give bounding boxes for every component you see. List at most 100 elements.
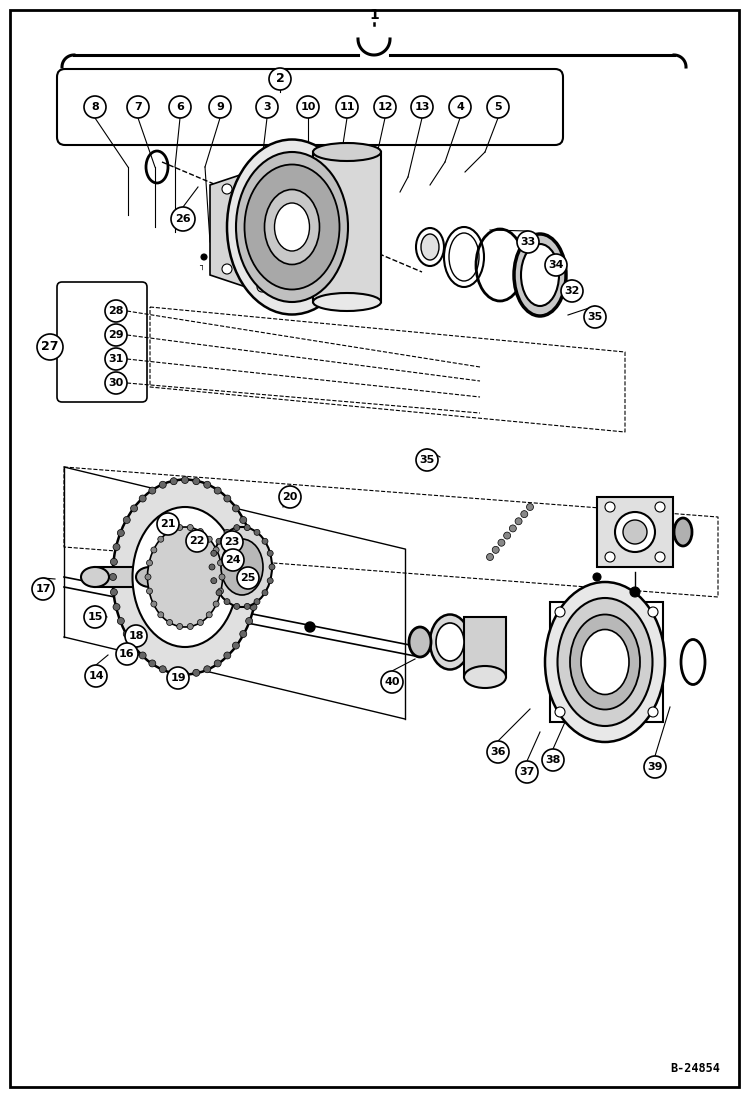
Text: 29: 29 — [108, 330, 124, 340]
Ellipse shape — [236, 152, 348, 302]
Circle shape — [521, 510, 528, 518]
Circle shape — [584, 306, 606, 328]
Ellipse shape — [148, 527, 222, 627]
Ellipse shape — [112, 479, 258, 675]
Circle shape — [85, 665, 107, 687]
Text: 25: 25 — [240, 573, 255, 583]
Circle shape — [210, 578, 216, 584]
Circle shape — [527, 504, 533, 510]
Circle shape — [177, 524, 183, 531]
Circle shape — [555, 607, 565, 617]
Circle shape — [147, 588, 153, 595]
Circle shape — [224, 652, 231, 659]
Text: 38: 38 — [545, 755, 561, 765]
Circle shape — [222, 264, 232, 274]
Circle shape — [240, 517, 246, 523]
Circle shape — [206, 612, 212, 618]
Circle shape — [374, 97, 396, 118]
Circle shape — [381, 671, 403, 693]
Circle shape — [269, 68, 291, 90]
Circle shape — [630, 587, 640, 597]
Circle shape — [492, 546, 500, 553]
Circle shape — [125, 625, 147, 647]
Ellipse shape — [421, 234, 439, 260]
Circle shape — [105, 372, 127, 394]
Circle shape — [105, 299, 127, 323]
Circle shape — [84, 97, 106, 118]
Circle shape — [181, 476, 189, 484]
Text: 11: 11 — [339, 102, 355, 112]
Circle shape — [170, 477, 178, 485]
Text: 35: 35 — [587, 312, 603, 323]
Text: 5: 5 — [494, 102, 502, 112]
Circle shape — [515, 518, 522, 524]
Circle shape — [217, 559, 223, 566]
Circle shape — [113, 543, 120, 551]
Circle shape — [149, 487, 156, 494]
Circle shape — [151, 601, 157, 607]
Circle shape — [224, 530, 230, 535]
Circle shape — [648, 607, 658, 617]
Ellipse shape — [581, 630, 629, 694]
Text: 15: 15 — [88, 612, 103, 622]
Polygon shape — [210, 165, 270, 295]
Ellipse shape — [409, 627, 431, 657]
Circle shape — [216, 590, 222, 596]
Circle shape — [224, 599, 230, 604]
Circle shape — [411, 97, 433, 118]
Circle shape — [204, 482, 210, 488]
Circle shape — [166, 620, 172, 625]
Circle shape — [192, 669, 200, 677]
Circle shape — [269, 564, 275, 570]
Circle shape — [487, 740, 509, 764]
Ellipse shape — [557, 598, 652, 726]
Text: 3: 3 — [263, 102, 271, 112]
Ellipse shape — [212, 527, 272, 607]
Text: 35: 35 — [419, 455, 434, 465]
Circle shape — [187, 524, 193, 531]
Circle shape — [605, 502, 615, 512]
Circle shape — [210, 551, 216, 556]
Text: 36: 36 — [491, 747, 506, 757]
Circle shape — [509, 525, 516, 532]
Circle shape — [169, 97, 191, 118]
Circle shape — [127, 97, 149, 118]
Circle shape — [487, 97, 509, 118]
Circle shape — [213, 601, 219, 607]
Text: 34: 34 — [548, 260, 564, 270]
Circle shape — [252, 589, 260, 596]
Circle shape — [222, 184, 232, 194]
Circle shape — [124, 631, 130, 637]
Text: 23: 23 — [224, 538, 240, 547]
Text: 26: 26 — [175, 214, 191, 224]
Circle shape — [257, 167, 267, 177]
Ellipse shape — [464, 636, 506, 658]
Text: 2: 2 — [276, 72, 285, 86]
Text: 16: 16 — [119, 649, 135, 659]
Bar — [95, 567, 150, 587]
Circle shape — [151, 547, 157, 553]
Circle shape — [118, 530, 124, 536]
Circle shape — [253, 574, 261, 580]
Circle shape — [32, 578, 54, 600]
Circle shape — [232, 505, 240, 512]
Circle shape — [561, 280, 583, 302]
Text: 13: 13 — [414, 102, 430, 112]
Circle shape — [449, 97, 471, 118]
Bar — [313, 152, 381, 302]
Circle shape — [644, 756, 666, 778]
Circle shape — [171, 207, 195, 231]
Text: 39: 39 — [647, 762, 663, 772]
Text: 7: 7 — [134, 102, 142, 112]
Ellipse shape — [133, 507, 237, 647]
Ellipse shape — [136, 567, 164, 587]
Circle shape — [110, 558, 118, 565]
Circle shape — [224, 495, 231, 502]
Circle shape — [105, 324, 127, 346]
Text: 14: 14 — [88, 671, 104, 681]
Circle shape — [214, 660, 221, 667]
Text: 22: 22 — [189, 536, 204, 546]
Ellipse shape — [264, 190, 320, 264]
Circle shape — [232, 642, 240, 649]
Circle shape — [297, 97, 319, 118]
